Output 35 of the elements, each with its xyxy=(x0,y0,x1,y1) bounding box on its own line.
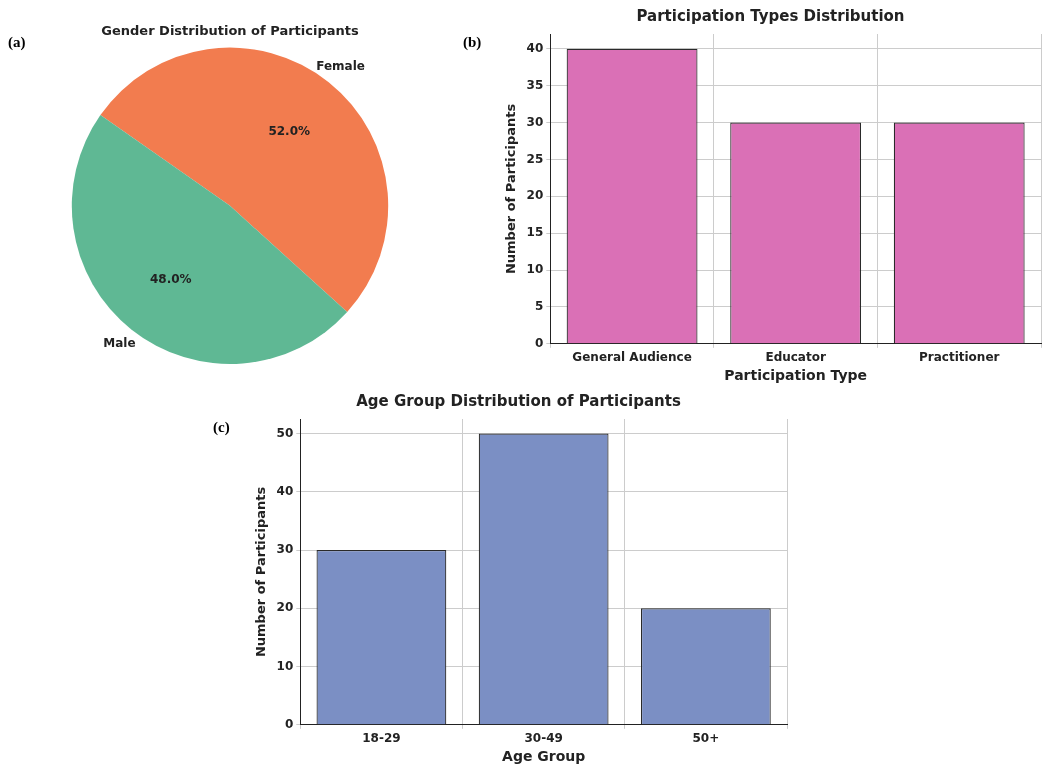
data-label: 48.0% xyxy=(149,272,192,287)
y-tick-label: 40 xyxy=(526,40,544,55)
x-tick-label: Practitioner xyxy=(918,350,1000,365)
slice-label: Female xyxy=(316,59,365,74)
text: (a) xyxy=(8,34,26,52)
y-tick-label: 0 xyxy=(284,716,294,731)
y-tick-label: 25 xyxy=(526,151,544,166)
x-axis-title: Participation Type xyxy=(724,367,868,384)
text: (c) xyxy=(213,419,230,437)
y-axis-title: Number of Participants xyxy=(253,486,269,658)
x-tick-label: 50+ xyxy=(692,731,720,746)
y-tick-label: 20 xyxy=(276,600,294,615)
x-tick-label: Educator xyxy=(765,350,826,365)
y-tick-label: 30 xyxy=(276,542,294,557)
y-tick-label: 5 xyxy=(534,299,544,314)
y-tick-label: 35 xyxy=(526,77,544,92)
x-axis-title: Age Group xyxy=(502,748,586,765)
y-tick-label: 10 xyxy=(526,262,544,277)
slice-label: Male xyxy=(103,336,136,351)
y-tick-label: 10 xyxy=(276,658,294,673)
chart-title: Gender Distribution of Participants xyxy=(101,23,359,39)
text: (b) xyxy=(463,34,482,52)
y-tick-label: 30 xyxy=(526,114,544,129)
x-tick-label: 18-29 xyxy=(362,731,401,746)
data-label: 52.0% xyxy=(268,123,311,138)
y-tick-label: 15 xyxy=(526,225,544,240)
chart-title: Age Group Distribution of Participants xyxy=(356,391,681,410)
x-tick-label: 30-49 xyxy=(524,731,563,746)
y-tick-label: 40 xyxy=(276,483,294,498)
y-tick-label: 20 xyxy=(526,188,544,203)
x-tick-label: General Audience xyxy=(572,350,692,365)
y-tick-label: 0 xyxy=(534,335,544,350)
chart-title: Participation Types Distribution xyxy=(636,6,905,25)
y-axis-title: Number of Participants xyxy=(503,103,519,275)
y-tick-label: 50 xyxy=(276,425,294,440)
